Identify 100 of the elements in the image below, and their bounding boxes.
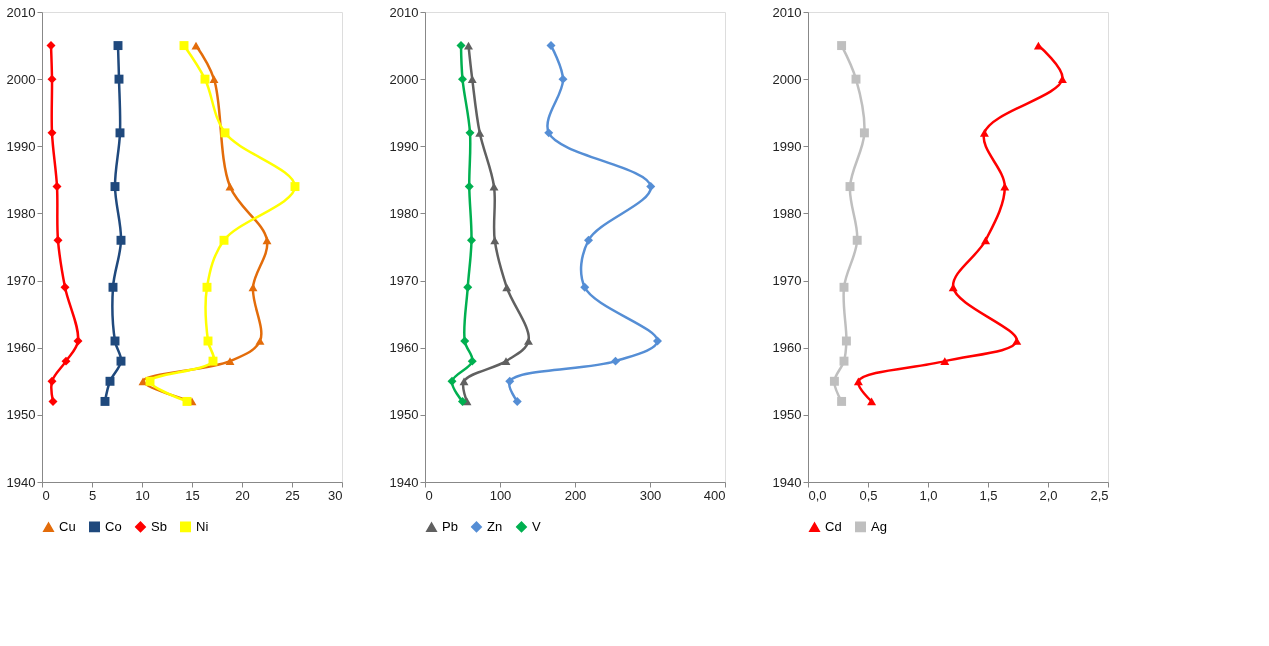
legend-label: Cd [825, 519, 842, 535]
x-tick-label: 100 [489, 487, 512, 503]
point [501, 357, 511, 366]
legend-label: Cu [59, 519, 76, 535]
point [225, 357, 235, 366]
legend-label: Co [105, 518, 122, 534]
point [113, 41, 123, 51]
point [580, 282, 590, 292]
y-tick-label: 2000 [772, 71, 802, 87]
point [611, 356, 620, 366]
point [61, 356, 71, 366]
x-tick-label: 200 [564, 487, 587, 503]
legend-label: V [532, 518, 541, 534]
point [546, 41, 556, 51]
point [73, 336, 83, 346]
point [179, 41, 189, 51]
x-tick-label: 0 [425, 487, 433, 503]
point [467, 235, 476, 245]
point [219, 235, 229, 245]
point [208, 356, 218, 366]
point [48, 396, 58, 406]
y-tick-label: 1960 [389, 340, 419, 356]
point [459, 377, 469, 386]
x-tick-label: 1,5 [979, 487, 998, 503]
point [108, 282, 118, 292]
x-tick-label: 300 [639, 487, 662, 503]
point [220, 128, 230, 138]
point [464, 182, 474, 192]
y-tick-label: 1980 [772, 205, 802, 221]
y-tick-label: 1990 [389, 138, 419, 154]
y-tick-label: 2000 [6, 71, 36, 87]
x-tick-label: 10 [135, 487, 150, 503]
point [114, 74, 124, 84]
y-tick-label: 1980 [389, 205, 419, 221]
x-tick-label: 5 [88, 487, 97, 503]
y-tick-label: 1990 [772, 138, 802, 154]
y-tick-label: 2000 [389, 71, 419, 87]
point [467, 75, 477, 84]
point [47, 128, 57, 138]
x-tick-label: 0,0 [808, 487, 827, 503]
legend-label: Zn [487, 518, 503, 534]
point [145, 376, 155, 386]
point [447, 376, 457, 386]
x-tick-label: 0 [42, 487, 50, 503]
point [202, 282, 212, 292]
point [209, 75, 219, 84]
point [463, 282, 473, 292]
x-tick-label: 30 [328, 487, 343, 503]
point [458, 74, 467, 84]
x-tick-label: 0,5 [859, 487, 878, 503]
point [290, 182, 300, 192]
y-tick-label: 2010 [6, 4, 36, 20]
y-tick-label: 1980 [6, 205, 36, 221]
point [465, 128, 475, 138]
y-tick-label: 1960 [6, 340, 36, 356]
y-tick-label: 1950 [389, 407, 419, 423]
x-tick-label: 25 [285, 487, 300, 503]
point [512, 396, 522, 406]
point [60, 282, 70, 292]
point [505, 376, 515, 386]
point [475, 128, 485, 137]
point [460, 336, 470, 346]
y-tick-label: 1940 [772, 474, 802, 490]
y-tick-label: 2010 [389, 4, 419, 20]
x-tick-label: 20 [235, 487, 250, 503]
x-tick-label: 1,0 [919, 487, 938, 503]
point [53, 235, 63, 245]
y-tick-label: 1970 [6, 273, 36, 289]
point [544, 128, 554, 138]
x-tick-label: 2,5 [1090, 487, 1109, 503]
point [110, 182, 120, 192]
y-tick-label: 1940 [389, 474, 419, 490]
point [646, 182, 656, 192]
point [115, 128, 125, 138]
point [200, 74, 210, 84]
legend-label: Pb [442, 519, 458, 535]
point [105, 376, 115, 386]
point [116, 235, 126, 245]
point [182, 396, 192, 406]
point [255, 337, 265, 345]
point [524, 337, 533, 345]
point [47, 376, 57, 386]
y-tick-label: 1970 [772, 273, 802, 289]
point [558, 74, 568, 84]
x-tick-label: 400 [703, 487, 726, 503]
point [262, 236, 272, 245]
point [100, 396, 110, 406]
point [458, 396, 467, 406]
legend-label: Ag [871, 518, 887, 534]
legend-label: Ni [196, 518, 209, 534]
y-tick-label: 1970 [389, 273, 419, 289]
point [467, 356, 477, 366]
x-tick-label: 15 [185, 487, 200, 503]
point [502, 283, 512, 292]
y-tick-label: 1990 [6, 138, 36, 154]
y-tick-label: 1940 [6, 474, 36, 490]
y-tick-label: 1960 [772, 340, 802, 356]
point [490, 236, 500, 245]
point [47, 74, 57, 84]
point [248, 283, 258, 292]
